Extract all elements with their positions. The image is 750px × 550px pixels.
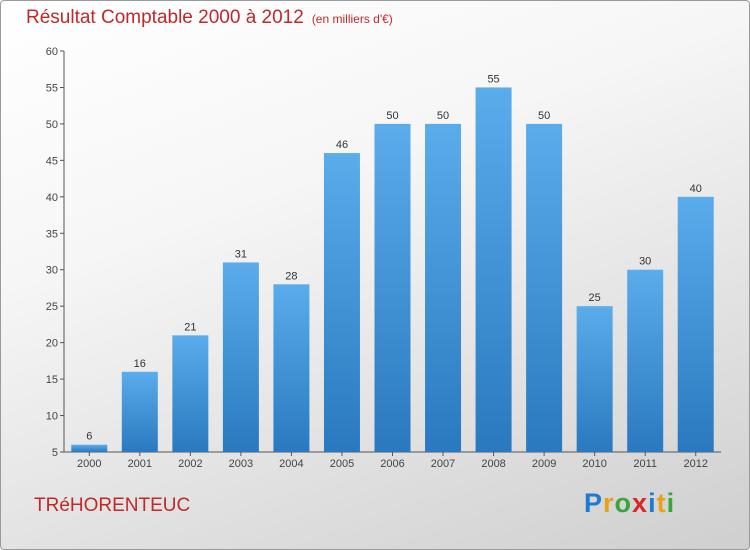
bar-value-label: 50 xyxy=(437,110,449,122)
x-tick-label: 2003 xyxy=(229,458,253,470)
x-tick-label: 2009 xyxy=(532,458,556,470)
y-tick-label: 30 xyxy=(46,265,58,277)
logo-letter: r xyxy=(603,488,615,518)
y-tick-label: 25 xyxy=(46,301,58,313)
bar-value-label: 50 xyxy=(386,110,398,122)
logo-letter: o xyxy=(614,488,633,518)
bar-value-label: 31 xyxy=(235,248,247,260)
bar-2008 xyxy=(475,87,512,453)
bar-value-label: 40 xyxy=(690,183,702,195)
y-tick-label: 10 xyxy=(46,411,58,423)
logo-letter: P xyxy=(584,488,604,518)
bar-2003 xyxy=(222,262,259,452)
y-tick-label: 5 xyxy=(52,447,58,459)
bar-2004 xyxy=(273,284,310,452)
bar-2002 xyxy=(172,335,209,452)
chart-subtitle: (en milliers d'€) xyxy=(311,12,393,26)
x-tick-label: 2011 xyxy=(633,458,657,470)
bar-value-label: 50 xyxy=(538,110,550,122)
bar-value-label: 55 xyxy=(487,73,499,85)
bar-value-label: 25 xyxy=(589,292,601,304)
proxiti-logo: Proxiti xyxy=(584,488,675,519)
bar-value-label: 30 xyxy=(639,256,651,268)
x-tick-label: 2004 xyxy=(279,458,303,470)
x-tick-label: 2012 xyxy=(683,458,707,470)
chart-title: Résultat Comptable 2000 à 2012 (en millie… xyxy=(26,7,393,29)
bar-2011 xyxy=(627,269,664,452)
bar-value-label: 21 xyxy=(184,321,196,333)
bar-2005 xyxy=(323,153,360,452)
commune-name: TRéHORENTEUC xyxy=(34,495,191,516)
bar-2012 xyxy=(677,196,714,452)
bar-2000 xyxy=(71,444,108,452)
x-tick-label: 2000 xyxy=(77,458,101,470)
y-tick-label: 55 xyxy=(46,82,58,94)
y-tick-label: 15 xyxy=(46,374,58,386)
bar-value-label: 16 xyxy=(134,358,146,370)
bars-group: 6 16 21 31 28 46 50 50 55 50 25 30 40 xyxy=(71,73,714,453)
x-tick-label: 2010 xyxy=(582,458,606,470)
bar-2007 xyxy=(425,123,462,452)
logo-letter: t xyxy=(656,488,667,518)
bar-2010 xyxy=(576,306,613,452)
x-tick-label: 2008 xyxy=(481,458,505,470)
logo-letter: i xyxy=(648,488,657,518)
bar-value-label: 46 xyxy=(336,139,348,151)
y-tick-label: 20 xyxy=(46,338,58,350)
chart-title-text: Résultat Comptable 2000 à 2012 xyxy=(26,7,304,28)
bar-value-label: 28 xyxy=(285,270,297,282)
y-tick-label: 60 xyxy=(46,46,58,58)
y-tick-label: 35 xyxy=(46,228,58,240)
logo-letter: i xyxy=(666,488,676,518)
x-tick-label: 2002 xyxy=(178,458,202,470)
y-tick-label: 50 xyxy=(46,119,58,131)
x-tick-label: 2006 xyxy=(380,458,404,470)
x-tick-label: 2001 xyxy=(128,458,152,470)
bar-2006 xyxy=(374,123,411,452)
x-tick-label: 2007 xyxy=(431,458,455,470)
logo-letter: x xyxy=(632,488,649,518)
bar-2001 xyxy=(121,371,158,452)
y-tick-label: 45 xyxy=(46,155,58,167)
bar-2009 xyxy=(526,123,563,452)
y-tick-label: 40 xyxy=(46,192,58,204)
bar-value-label: 6 xyxy=(86,431,92,443)
x-tick-label: 2005 xyxy=(330,458,354,470)
